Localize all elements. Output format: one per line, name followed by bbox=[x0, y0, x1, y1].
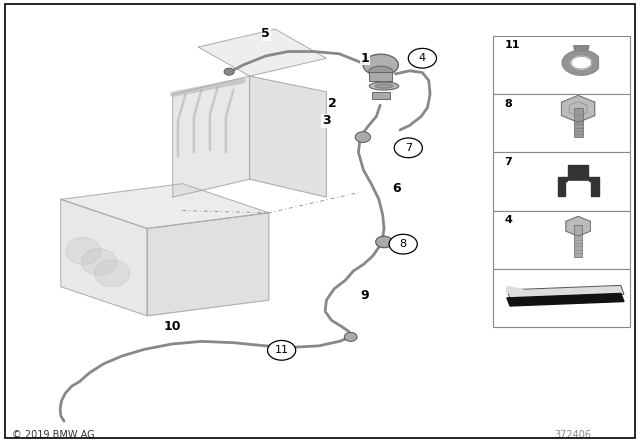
Text: 10: 10 bbox=[164, 319, 182, 333]
Text: 1: 1 bbox=[360, 52, 369, 65]
Text: 7: 7 bbox=[404, 143, 412, 153]
Circle shape bbox=[268, 340, 296, 360]
Text: 8: 8 bbox=[399, 239, 407, 249]
Bar bbox=[493, 94, 630, 152]
Polygon shape bbox=[507, 293, 624, 306]
Polygon shape bbox=[562, 50, 598, 75]
Polygon shape bbox=[61, 199, 147, 316]
Bar bbox=[573, 108, 582, 137]
Circle shape bbox=[344, 332, 357, 341]
Circle shape bbox=[272, 342, 285, 351]
Polygon shape bbox=[507, 285, 624, 299]
Text: 7: 7 bbox=[504, 157, 512, 167]
Text: 11: 11 bbox=[275, 345, 289, 355]
Circle shape bbox=[224, 68, 234, 75]
Ellipse shape bbox=[363, 54, 398, 76]
Text: 372406: 372406 bbox=[554, 431, 591, 440]
Text: 9: 9 bbox=[360, 289, 369, 302]
Bar bbox=[574, 225, 582, 257]
Circle shape bbox=[376, 236, 392, 248]
Text: 11: 11 bbox=[504, 40, 520, 50]
Text: 4: 4 bbox=[504, 215, 512, 225]
Polygon shape bbox=[568, 181, 588, 196]
Circle shape bbox=[389, 234, 417, 254]
Ellipse shape bbox=[82, 249, 117, 276]
Polygon shape bbox=[61, 184, 269, 228]
Polygon shape bbox=[557, 165, 598, 196]
Polygon shape bbox=[198, 29, 326, 76]
Text: 3: 3 bbox=[322, 114, 331, 128]
Polygon shape bbox=[566, 216, 590, 236]
Bar bbox=[493, 152, 630, 211]
Polygon shape bbox=[147, 213, 269, 316]
Text: 8: 8 bbox=[504, 99, 512, 108]
Bar bbox=[372, 92, 390, 99]
Ellipse shape bbox=[369, 82, 399, 90]
Text: 2: 2 bbox=[328, 96, 337, 110]
Bar bbox=[493, 36, 630, 94]
Circle shape bbox=[355, 132, 371, 142]
Bar bbox=[369, 72, 392, 81]
Text: © 2019 BMW AG: © 2019 BMW AG bbox=[12, 431, 94, 440]
Circle shape bbox=[408, 48, 436, 68]
Bar bbox=[493, 269, 630, 327]
Text: 5: 5 bbox=[261, 27, 270, 40]
Text: 4: 4 bbox=[419, 53, 426, 63]
Text: 6: 6 bbox=[392, 181, 401, 195]
Bar bbox=[493, 211, 630, 269]
Polygon shape bbox=[573, 46, 589, 51]
Polygon shape bbox=[250, 76, 326, 197]
Polygon shape bbox=[561, 95, 595, 122]
Circle shape bbox=[394, 138, 422, 158]
Polygon shape bbox=[571, 56, 591, 69]
Ellipse shape bbox=[369, 66, 393, 77]
Polygon shape bbox=[507, 286, 524, 293]
Ellipse shape bbox=[95, 260, 129, 287]
Ellipse shape bbox=[65, 237, 101, 264]
Ellipse shape bbox=[375, 84, 393, 88]
Polygon shape bbox=[173, 76, 250, 197]
